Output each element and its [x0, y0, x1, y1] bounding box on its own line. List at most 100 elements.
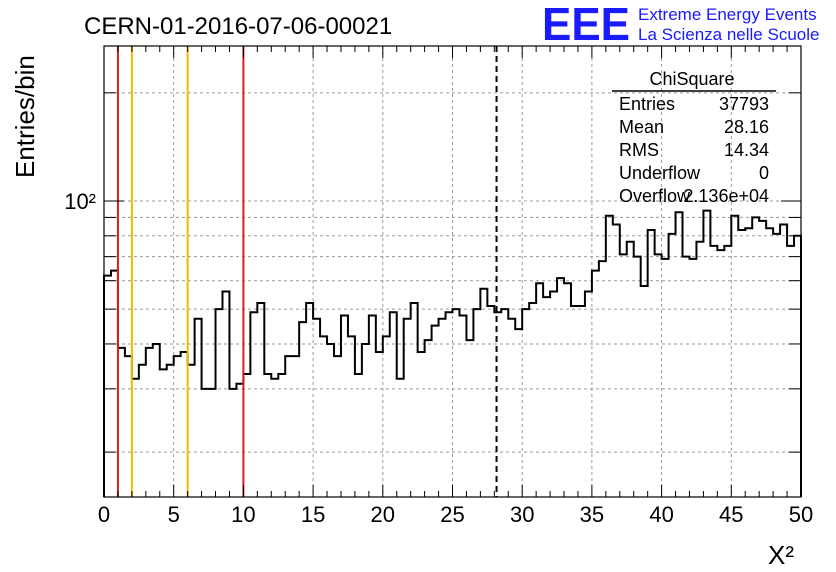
histogram-bin — [487, 306, 494, 497]
histogram-bin — [125, 356, 132, 497]
histogram-bin — [655, 254, 662, 497]
histogram-bin — [599, 261, 606, 497]
histogram-bin — [717, 250, 724, 497]
histogram-bin — [432, 326, 439, 497]
histogram-bin — [773, 234, 780, 497]
histogram-bin — [216, 309, 223, 497]
histogram-bin — [710, 246, 717, 497]
histogram-bin — [264, 374, 271, 497]
histogram-bin — [334, 356, 341, 497]
histogram-bin — [453, 309, 460, 497]
x-tick-label: 5 — [168, 502, 180, 527]
x-tick-label: 35 — [580, 502, 604, 527]
histogram-bin — [257, 303, 264, 497]
histogram-bin — [648, 230, 655, 497]
histogram-bin — [466, 340, 473, 497]
histogram-bin — [341, 316, 348, 497]
y-axis-ticks: 10² — [64, 92, 801, 453]
histogram-bin — [383, 336, 390, 497]
stats-box: ChiSquare Entries 37793 Mean 28.16 RMS 1… — [612, 69, 776, 206]
histogram-bin — [515, 329, 522, 497]
histogram-outline — [103, 209, 802, 497]
stats-mean-value: 28.16 — [724, 117, 769, 137]
histogram-bin — [271, 379, 278, 497]
histogram-bin — [606, 216, 613, 497]
histogram-bin — [459, 316, 466, 497]
histogram-bin — [376, 352, 383, 497]
histogram-bin — [780, 225, 787, 497]
histogram-bin — [202, 389, 209, 497]
histogram-bin — [669, 234, 676, 497]
histogram-bin — [662, 259, 669, 497]
histogram-bin — [439, 319, 446, 497]
histogram-bin — [243, 374, 250, 497]
histogram-bin — [111, 271, 118, 497]
histogram-bin — [620, 254, 627, 497]
histogram-bin — [480, 289, 487, 497]
histogram-bin — [501, 309, 508, 497]
histogram-bin — [564, 283, 571, 497]
histogram-bin — [703, 211, 710, 497]
histogram-bin — [397, 379, 404, 497]
stats-overflow-value: 2.136e+04 — [683, 186, 769, 206]
histogram-bin — [550, 291, 557, 497]
histogram-bin — [320, 336, 327, 497]
histogram-bin — [794, 236, 801, 497]
histogram-bin — [752, 217, 759, 497]
histogram-bin — [592, 271, 599, 497]
stats-underflow-value: 0 — [759, 163, 769, 183]
stats-overflow-label: Overflow — [619, 186, 691, 206]
histogram-bin — [299, 322, 306, 497]
histogram-bin — [285, 356, 292, 497]
x-tick-label: 50 — [789, 502, 813, 527]
histogram-bin — [529, 303, 536, 497]
histogram-bin — [473, 309, 480, 497]
histogram-bin — [522, 309, 529, 497]
histogram-bin — [585, 291, 592, 497]
histogram-bin — [195, 319, 202, 497]
x-tick-label: 15 — [301, 502, 325, 527]
run-title: CERN-01-2016-07-06-00021 — [84, 13, 392, 40]
x-tick-label: 45 — [719, 502, 743, 527]
histogram-bin — [696, 242, 703, 497]
stats-entries-value: 37793 — [719, 94, 769, 114]
histogram-bin — [494, 312, 501, 497]
histogram-bars — [103, 209, 802, 497]
x-tick-label: 30 — [510, 502, 534, 527]
y-tick-label: 10² — [64, 189, 96, 214]
histogram-bin — [641, 286, 648, 497]
histogram-bin — [167, 365, 174, 497]
histogram-bin — [355, 374, 362, 497]
histogram-bin — [222, 291, 229, 497]
x-tick-label: 0 — [98, 502, 110, 527]
x-tick-label: 20 — [371, 502, 395, 527]
histogram-bin — [724, 246, 731, 497]
histogram-bin — [738, 230, 745, 497]
stats-rms-value: 14.34 — [724, 140, 769, 160]
histogram-bin — [118, 348, 125, 497]
histogram-bin — [278, 374, 285, 497]
histogram-bin — [745, 228, 752, 497]
stats-name: ChiSquare — [649, 69, 734, 89]
histogram-bin — [627, 242, 634, 497]
histogram-bin — [362, 344, 369, 497]
x-axis-ticks: 0 5 10 15 20 25 30 35 40 45 50 — [98, 46, 813, 527]
histogram-bin — [250, 312, 257, 497]
histogram-bin — [236, 384, 243, 497]
histogram-bin — [229, 389, 236, 497]
histogram-bin — [543, 297, 550, 497]
histogram-bin — [369, 316, 376, 497]
histogram-bin — [313, 319, 320, 497]
histogram-bin — [146, 348, 153, 497]
histogram-bin — [536, 283, 543, 497]
histogram-bin — [613, 225, 620, 497]
histogram-bin — [634, 257, 641, 497]
histogram-bin — [209, 389, 216, 497]
stats-underflow-label: Underflow — [619, 163, 701, 183]
histogram-bin — [139, 365, 146, 497]
x-tick-label: 40 — [649, 502, 673, 527]
stats-entries-label: Entries — [619, 94, 675, 114]
y-axis-label: Entries/bin — [10, 55, 40, 178]
histogram-bin — [160, 369, 167, 497]
